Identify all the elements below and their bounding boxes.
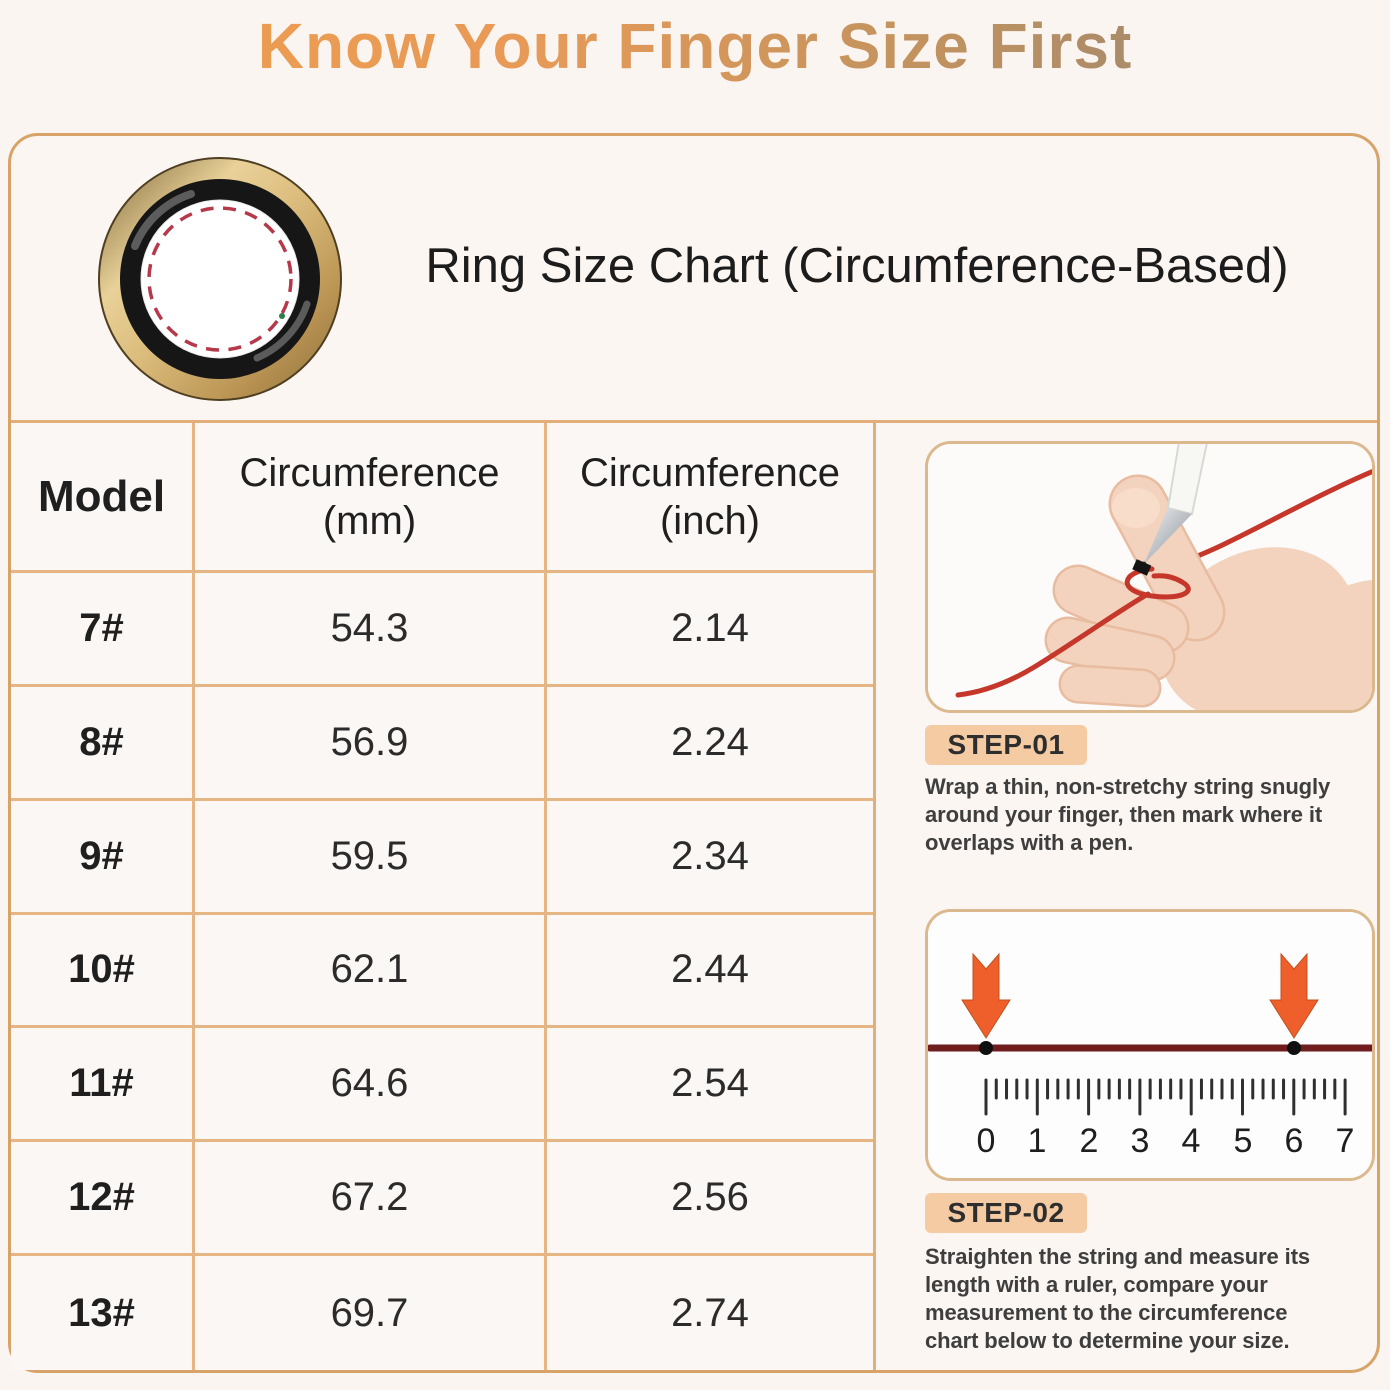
table-row-model: 10# (11, 914, 195, 1029)
pen-icon (1141, 444, 1208, 567)
chart-body: Model Circumference (mm) Circumference (… (11, 420, 1377, 1370)
table-row-model: 9# (11, 800, 195, 915)
svg-text:1: 1 (1028, 1122, 1047, 1160)
pen-mark (1132, 559, 1152, 576)
table-row-inch: 2.56 (547, 1142, 873, 1257)
step1-badge: STEP-01 (925, 725, 1087, 765)
table-row-mm: 54.3 (195, 573, 547, 687)
string-mark-dot (1287, 1041, 1301, 1055)
table-row-mm: 62.1 (195, 914, 547, 1029)
step2-text-line: measurement to the circumference (925, 1300, 1288, 1325)
step2-badge: STEP-02 (925, 1193, 1087, 1233)
table-row-inch: 2.24 (547, 686, 873, 801)
col-header-mm-unit: (mm) (322, 498, 417, 543)
step2-text: Straighten the string and measure its le… (925, 1243, 1390, 1355)
arrow-down-icon (1269, 952, 1319, 1039)
table-row-inch: 2.74 (547, 1256, 873, 1370)
svg-text:4: 4 (1182, 1122, 1201, 1160)
table-row-model: 11# (11, 1028, 195, 1143)
table-row-mm: 59.5 (195, 800, 547, 915)
col-header-inch: Circumference (inch) (547, 423, 873, 573)
step2-text-line: Straighten the string and measure its (925, 1244, 1311, 1269)
string-mark-dot (979, 1041, 993, 1055)
size-chart-sheet: Ring Size Chart (Circumference-Based) Mo… (8, 133, 1380, 1373)
step1-image (925, 441, 1375, 713)
step1-text-line: overlaps with a pen. (925, 830, 1134, 855)
svg-text:6: 6 (1285, 1122, 1304, 1160)
step2-text-line: length with a ruler, compare your (925, 1272, 1268, 1297)
table-row-inch: 2.14 (547, 573, 873, 687)
page-title: Know Your Finger Size First (0, 2, 1390, 90)
table-row-mm: 56.9 (195, 686, 547, 801)
ring-size-table: Model Circumference (mm) Circumference (… (11, 423, 876, 1370)
col-header-mm: Circumference (mm) (195, 423, 547, 573)
table-row-model: 8# (11, 686, 195, 801)
table-row-model: 7# (11, 573, 195, 687)
table-row-inch: 2.34 (547, 800, 873, 915)
table-row-model: 12# (11, 1142, 195, 1257)
col-header-inch-unit: (inch) (659, 498, 761, 543)
step2-image: 0 1 2 3 4 5 6 7 (925, 909, 1375, 1181)
step1-text-line: Wrap a thin, non-stretchy string snugly (925, 774, 1331, 799)
table-row-mm: 67.2 (195, 1142, 547, 1257)
col-header-model: Model (11, 423, 195, 573)
smart-ring-illustration (95, 154, 345, 404)
table-row-inch: 2.54 (547, 1028, 873, 1143)
svg-text:3: 3 (1131, 1122, 1150, 1160)
ruler-ticks (984, 1078, 1347, 1116)
smart-ring-icon (98, 157, 342, 401)
table-row-mm: 69.7 (195, 1256, 547, 1370)
table-row-mm: 64.6 (195, 1028, 547, 1143)
table-row-model: 13# (11, 1256, 195, 1370)
chart-banner: Ring Size Chart (Circumference-Based) (11, 136, 1377, 420)
step2-text-line: chart below to determine your size. (925, 1328, 1290, 1353)
svg-text:5: 5 (1234, 1122, 1253, 1160)
col-header-mm-label: Circumference (239, 450, 500, 495)
step1-text: Wrap a thin, non-stretchy string snugly … (925, 773, 1390, 857)
svg-text:0: 0 (977, 1122, 996, 1160)
ruler-illustration: 0 1 2 3 4 5 6 7 (928, 912, 1372, 1178)
arrow-down-icon (961, 952, 1011, 1039)
ruler-numbers: 0 1 2 3 4 5 6 7 (977, 1122, 1355, 1160)
measuring-steps-panel: STEP-01 Wrap a thin, non-stretchy string… (879, 423, 1377, 1370)
col-header-inch-label: Circumference (579, 450, 841, 495)
table-row-inch: 2.44 (547, 914, 873, 1029)
chart-heading: Ring Size Chart (Circumference-Based) (425, 239, 1289, 293)
svg-text:7: 7 (1336, 1122, 1355, 1160)
svg-text:2: 2 (1080, 1122, 1099, 1160)
hand-string-illustration (928, 444, 1372, 710)
step1-text-line: around your finger, then mark where it (925, 802, 1323, 827)
